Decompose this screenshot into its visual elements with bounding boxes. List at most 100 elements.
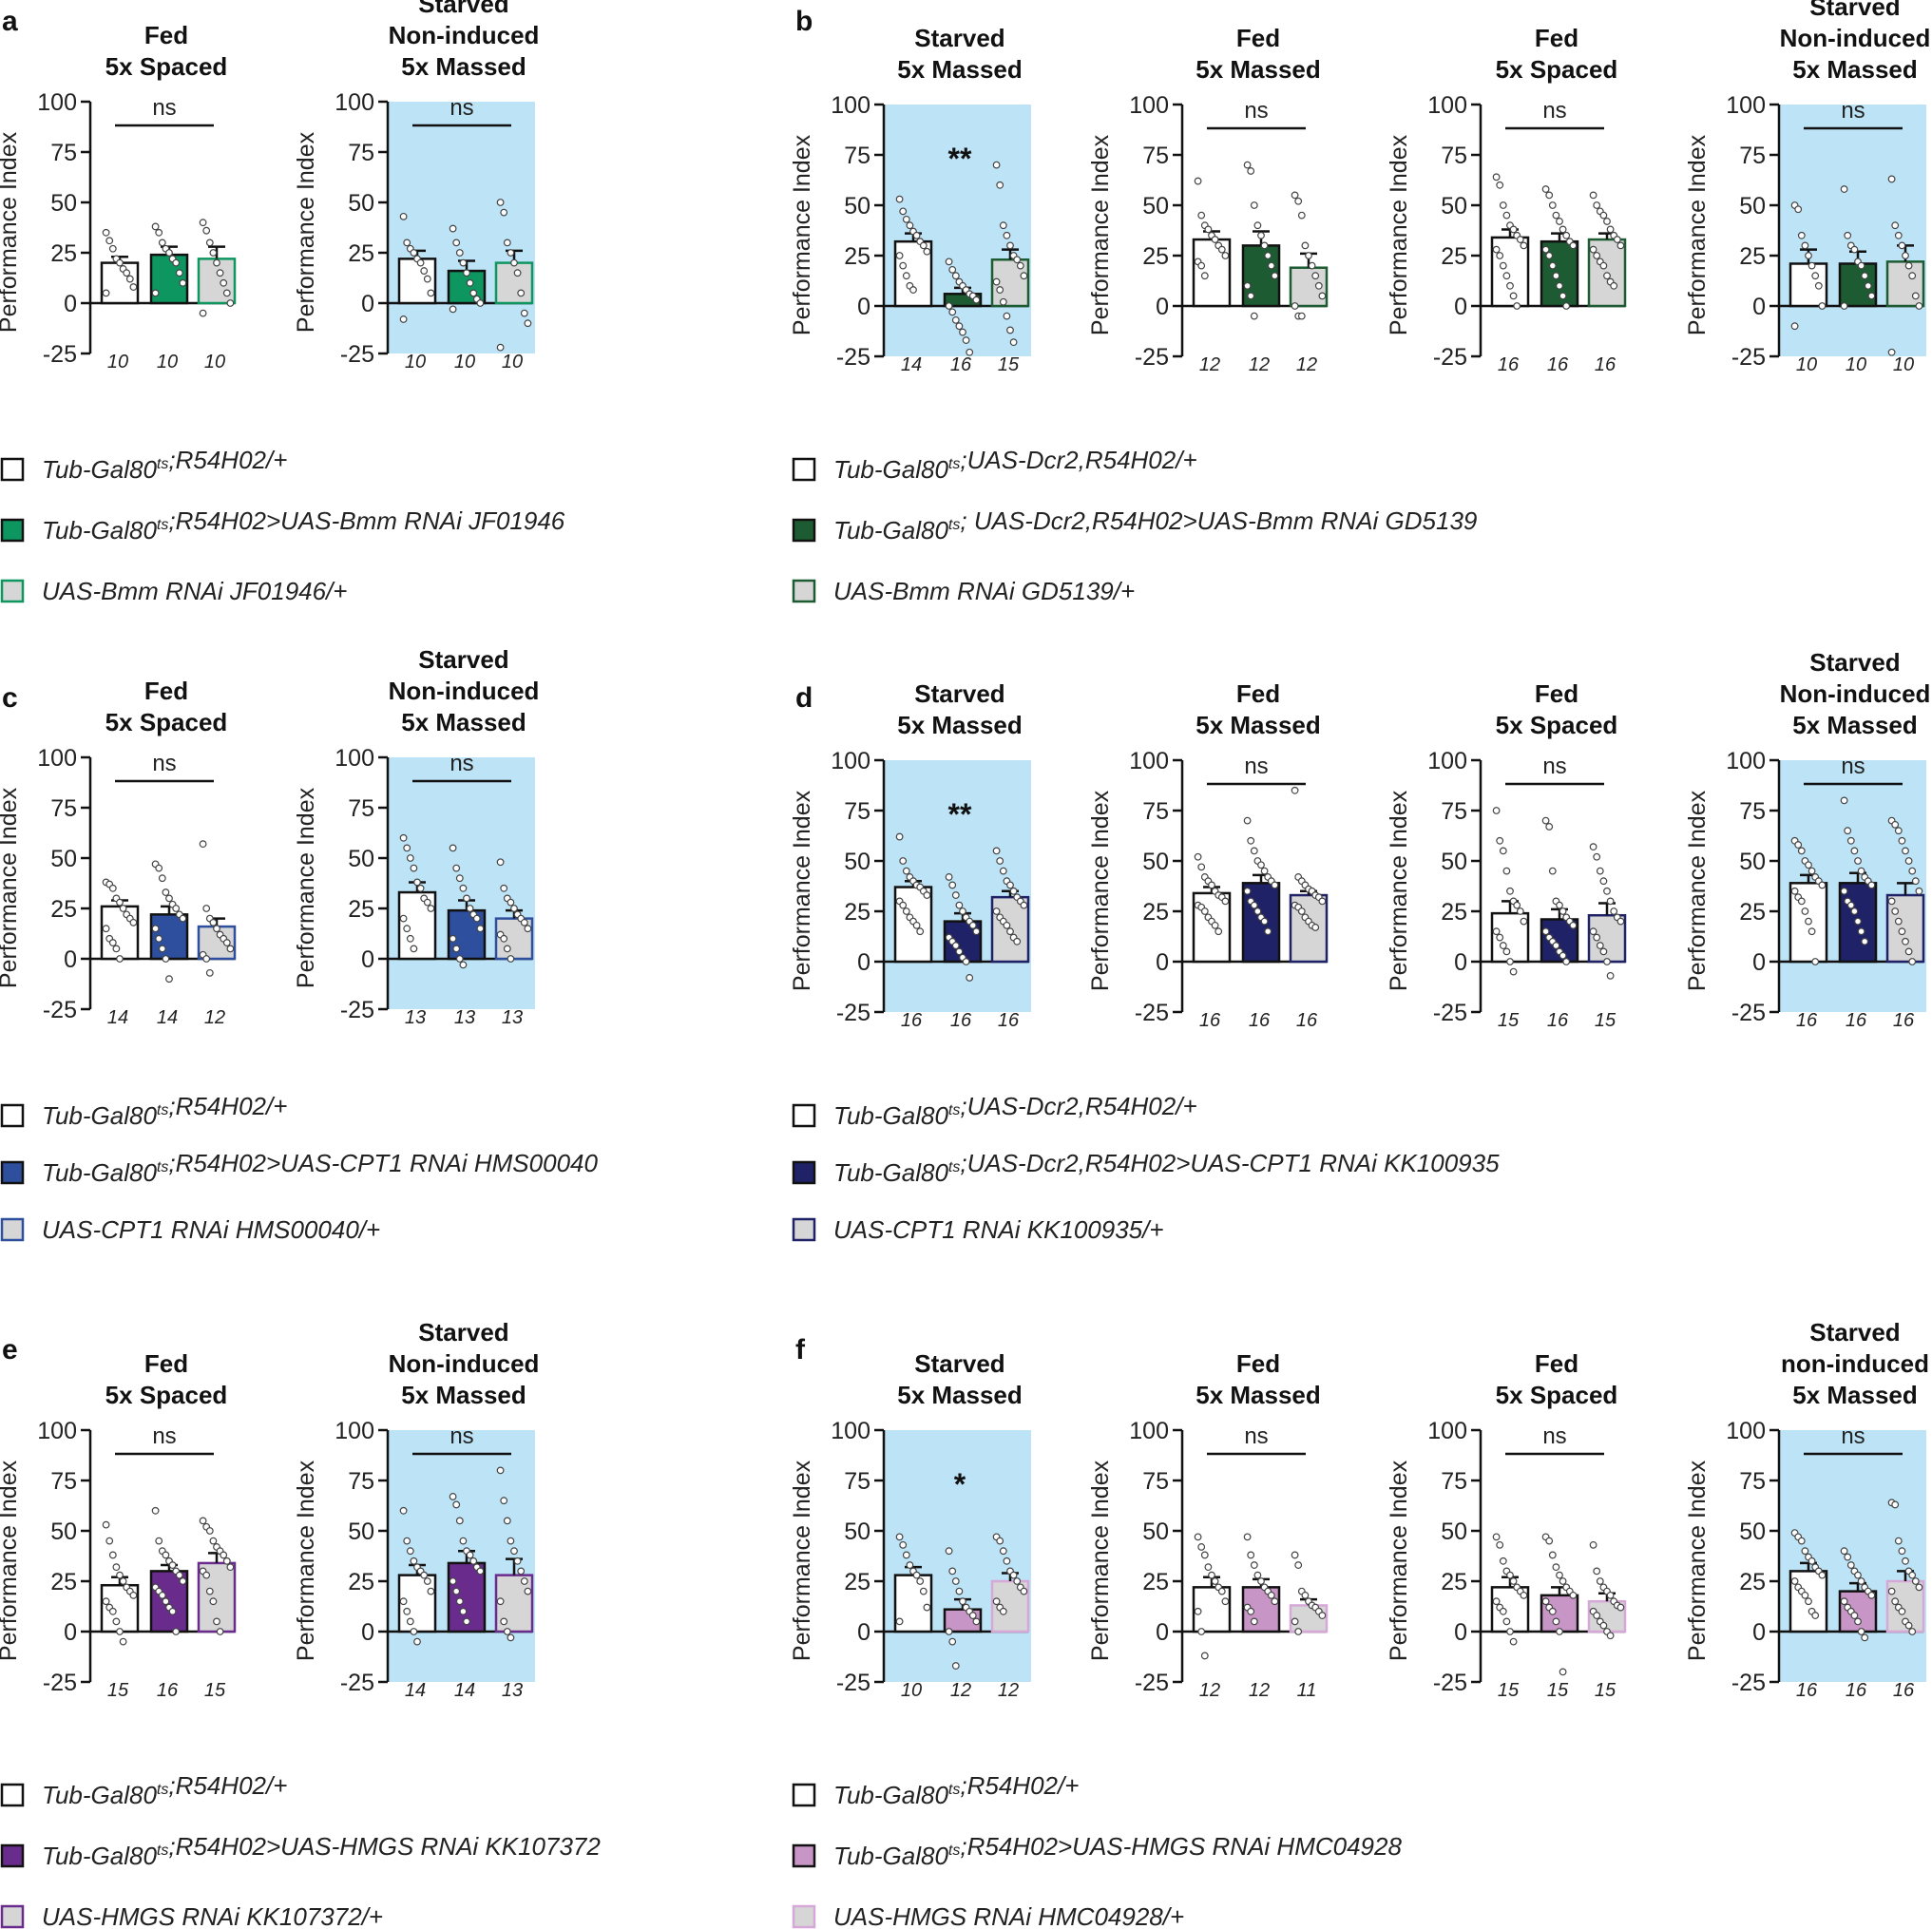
data-point [1599,1621,1608,1630]
data-point [472,914,481,923]
data-point [155,934,163,943]
legend-c: Tub-Gal80ts;R54H02/+ Tub-Gal80ts;R54H02>U… [0,1092,598,1244]
chart-title-line: Non-induced [1780,24,1931,52]
y-tick-label: 50 [844,193,870,220]
data-point [1208,881,1215,889]
data-point [1902,1557,1909,1565]
data-point [399,914,408,923]
data-point [968,1612,977,1619]
data-point [1541,185,1550,193]
data-point [1006,881,1014,889]
data-point [1247,836,1255,845]
chart-e-2: Starved Non-induced 5x Massed 100 75 50 25 0 -25… [293,1318,539,1701]
data-point [1562,302,1571,310]
legend-d: Tub-Gal80ts;UAS-Dcr2,R54H02/+ Tub-Gal80ts… [792,1092,1500,1244]
data-point [476,925,485,933]
data-point [1801,1547,1809,1556]
data-point [222,1557,231,1565]
data-point [455,1597,464,1606]
y-tick-label: 100 [1129,748,1169,774]
y-tick-label: 50 [348,846,374,872]
data-point [112,945,121,953]
n-label: 16 [1846,1680,1867,1701]
data-point [199,840,207,849]
data-point [116,898,124,907]
data-point [1492,173,1501,181]
y-tick-label: 0 [1156,949,1169,976]
chart-title-line: 5x Massed [1792,711,1918,739]
data-point [1260,241,1269,250]
data-point [416,884,425,892]
y-tick-label: 100 [37,1418,77,1444]
data-point [496,199,505,206]
n-label: 14 [454,1680,475,1701]
y-tick-label: 25 [1739,243,1766,270]
data-point [1545,191,1554,200]
data-point [1794,205,1803,214]
data-point [507,898,515,907]
data-point [202,226,211,235]
y-tick-label: 0 [1156,294,1169,320]
data-point [496,1597,505,1606]
n-label: 16 [1796,1680,1818,1701]
y-tick-label: 50 [50,190,77,217]
y-tick-label: 25 [50,896,77,923]
data-point [102,1597,110,1606]
data-point [1857,261,1865,270]
data-point [1492,807,1501,814]
data-point [1197,1628,1206,1635]
y-tick-label: -25 [43,341,77,368]
data-point [452,1500,461,1509]
data-point [1790,322,1799,331]
chart-title-line: Starved [914,679,1004,708]
legend-label: Tub-Gal80ts;R54H02/+ [42,446,287,484]
data-point [948,1637,957,1646]
significance-label: ns [1542,98,1566,124]
data-point [1904,261,1913,270]
data-point [1499,847,1507,855]
data-point [948,1567,957,1576]
data-point [955,322,964,331]
data-point [895,1533,904,1541]
y-tick-label: 25 [1739,1569,1766,1595]
data-point [213,258,220,267]
data-point [1811,1612,1820,1619]
data-point [999,221,1007,230]
chart-title-line: Starved [418,1318,508,1346]
data-point [1613,236,1621,243]
data-point [951,942,960,949]
data-point [1264,252,1272,259]
data-point [524,319,532,328]
data-point [966,348,974,356]
data-point [162,1597,170,1606]
data-point [1894,231,1903,239]
data-point [151,925,160,933]
n-label: 10 [454,352,475,372]
data-point [102,925,110,933]
chart-title-line: Non-induced [389,21,540,49]
significance-label: ** [948,142,972,176]
data-point [507,955,515,963]
y-tick-label: 75 [348,140,374,166]
data-point [1318,292,1327,300]
chart-title-line: Starved [914,24,1004,52]
data-point [962,958,970,965]
data-point [455,874,464,883]
data-point [455,1517,464,1525]
data-point [1844,231,1852,239]
data-point [1200,1652,1209,1660]
data-point [1915,302,1923,310]
n-label: 16 [1846,1010,1867,1031]
chart-a-2: Starved Non-induced 5x Massed 100 75 50 25 0 -25… [293,0,539,372]
data-point [216,269,224,277]
chart-f-4: Starved non-induced 5x Massed 100 75 50 25 0 -25… [1684,1318,1929,1701]
data-point [112,1563,121,1572]
legend-label: UAS-CPT1 RNAi KK100935/+ [833,1215,1164,1244]
n-label: 16 [1296,1010,1318,1031]
data-point [1499,942,1507,949]
data-point [1861,937,1869,945]
data-point [1211,236,1219,243]
y-tick-label: 50 [1441,849,1467,875]
data-point [399,833,408,842]
